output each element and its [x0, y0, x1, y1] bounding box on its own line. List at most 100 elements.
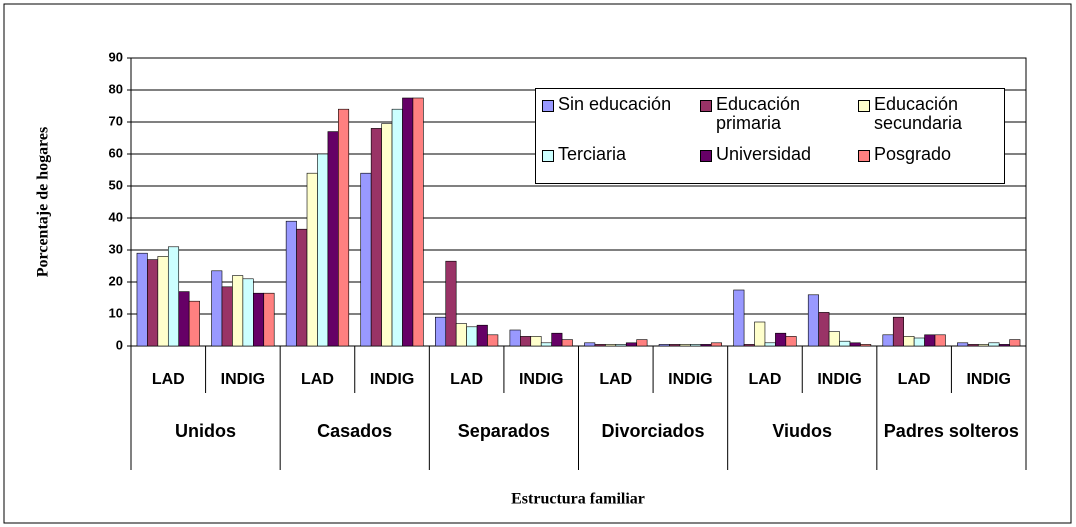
group-label: Unidos — [175, 421, 236, 441]
bar — [679, 344, 691, 347]
bar — [381, 123, 393, 347]
bar — [306, 172, 318, 347]
bar — [903, 336, 915, 347]
x-tick-label: LAD — [450, 371, 483, 388]
legend-item: Educación primaria — [694, 89, 852, 139]
bar — [157, 256, 169, 347]
y-tick-label: 20 — [109, 273, 123, 288]
y-tick-label: 0 — [116, 337, 123, 352]
y-tick-label: 80 — [109, 81, 123, 96]
bar — [402, 97, 414, 347]
bar — [924, 334, 936, 347]
bar — [785, 336, 797, 347]
bar — [849, 342, 861, 347]
y-tick-label: 60 — [109, 145, 123, 160]
y-tick-label: 30 — [109, 241, 123, 256]
bar — [967, 344, 979, 347]
bar — [178, 291, 190, 347]
bar — [913, 337, 925, 347]
bar — [540, 342, 552, 347]
x-tick-label: LAD — [749, 371, 782, 388]
legend-label: Posgrado — [874, 144, 952, 164]
legend-swatch — [858, 100, 870, 112]
bar — [434, 316, 447, 347]
bar — [551, 332, 563, 347]
y-axis-label: Porcentaje de hogares — [35, 127, 52, 277]
bar — [317, 153, 329, 347]
bar — [391, 108, 403, 347]
legend-label: Universidad — [716, 144, 812, 164]
bar — [188, 300, 200, 347]
bar — [988, 342, 1000, 347]
bar — [476, 324, 488, 347]
bar — [487, 334, 499, 347]
bar — [700, 344, 712, 347]
bar — [828, 331, 840, 347]
bar — [530, 336, 542, 347]
bar — [445, 260, 457, 347]
bar — [412, 97, 424, 347]
y-tick-label: 90 — [109, 49, 123, 64]
bar — [263, 292, 275, 347]
x-tick-label: LAD — [152, 371, 185, 388]
bar — [690, 344, 702, 347]
bar — [807, 294, 819, 347]
legend-swatch — [700, 150, 712, 162]
legend-item: Posgrado — [852, 139, 1002, 183]
legend-label: Educación primaria — [716, 94, 801, 133]
bar — [211, 270, 223, 347]
bar — [327, 131, 339, 347]
bar — [860, 344, 872, 347]
y-tick-label: 70 — [109, 113, 123, 128]
bar — [338, 108, 350, 347]
bar — [594, 344, 606, 347]
bar — [658, 344, 670, 347]
bar — [242, 278, 254, 347]
bar — [561, 339, 573, 347]
bar — [360, 172, 372, 347]
bar — [147, 259, 159, 347]
bar — [743, 344, 755, 347]
bar — [136, 252, 148, 347]
legend-swatch — [542, 100, 554, 112]
bar — [977, 344, 990, 347]
bar — [1009, 339, 1021, 347]
legend-swatch — [700, 100, 712, 112]
group-label: Casados — [317, 421, 393, 441]
bar — [669, 344, 681, 347]
bar — [253, 292, 265, 347]
legend-label: Terciaria — [558, 144, 627, 164]
x-tick-label: LAD — [599, 371, 632, 388]
group-label: Separados — [457, 421, 550, 441]
legend-swatch — [542, 150, 554, 162]
x-tick-label: INDIG — [966, 371, 1010, 388]
x-tick-label: LAD — [301, 371, 334, 388]
x-tick-label: INDIG — [519, 371, 563, 388]
group-label: Divorciados — [601, 421, 705, 441]
y-tick-label: 10 — [109, 305, 123, 320]
y-tick-label: 40 — [109, 209, 123, 224]
bar — [625, 342, 637, 347]
bar — [605, 344, 617, 347]
group-label: Padres solteros — [883, 421, 1019, 441]
bar — [839, 340, 851, 347]
bar — [466, 326, 478, 347]
bar — [584, 342, 596, 347]
bar — [636, 339, 648, 347]
bar — [285, 220, 297, 347]
legend-item: Educación secundaria — [852, 89, 1002, 139]
bar — [232, 275, 244, 347]
x-tick-label: INDIG — [221, 371, 265, 388]
legend: Sin educación Educación primaria Educación… — [535, 88, 1005, 184]
bar — [221, 286, 233, 347]
bar — [733, 289, 745, 347]
bar — [370, 128, 382, 347]
legend-item: Terciaria — [536, 139, 694, 183]
bar — [615, 344, 627, 347]
bar — [167, 246, 180, 347]
bar — [934, 334, 946, 347]
bar — [957, 342, 969, 347]
legend-item: Sin educación — [536, 89, 694, 139]
